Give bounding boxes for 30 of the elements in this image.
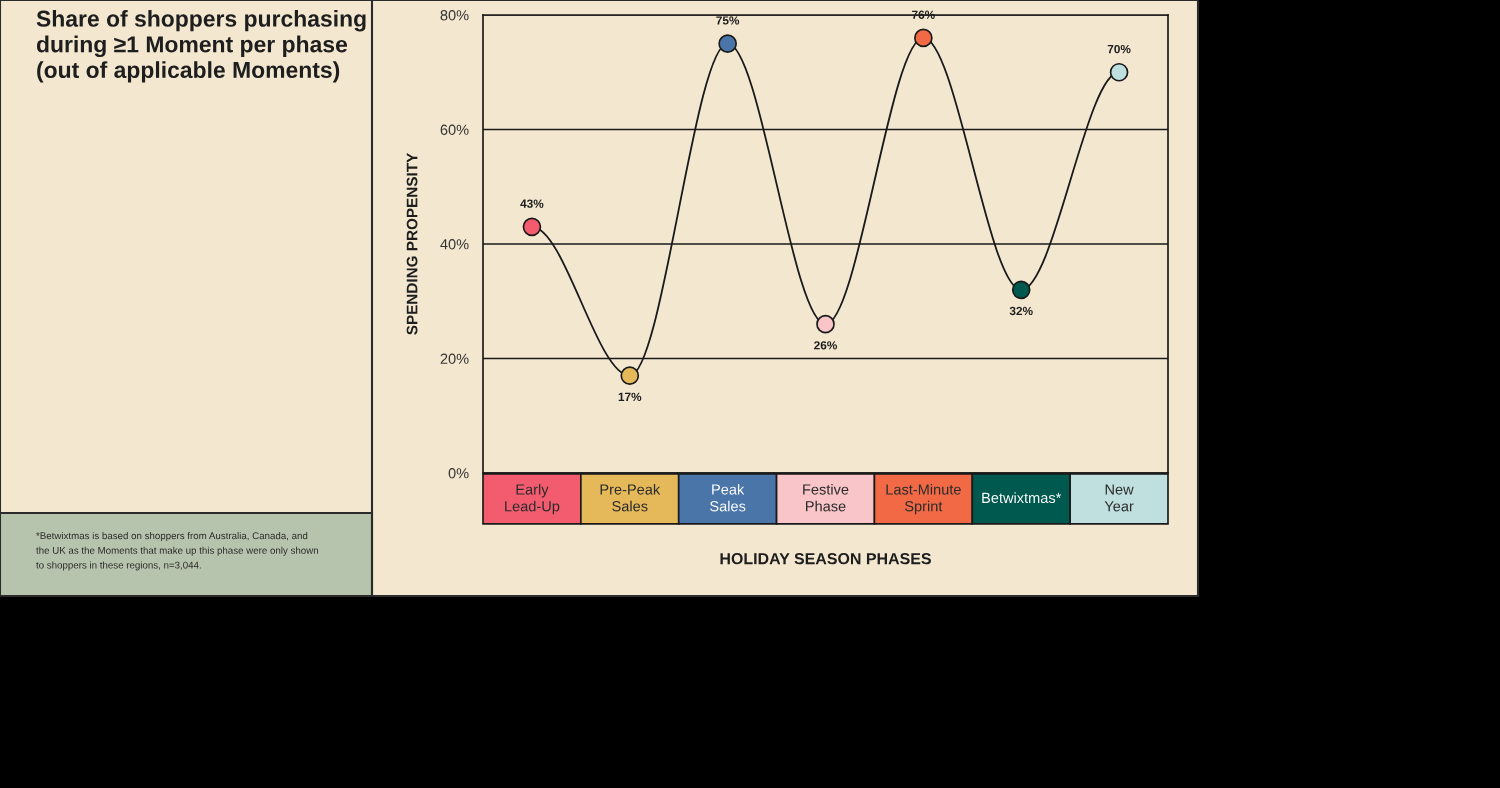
- data-label: 70%: [1107, 44, 1131, 54]
- data-label: 76%: [912, 10, 935, 19]
- point: [718, 34, 737, 53]
- x-tick-label: Festive Phase: [803, 483, 849, 512]
- point: [620, 366, 640, 386]
- point: [522, 217, 542, 237]
- x-tick-label: Last-Minute Sprint: [886, 483, 961, 515]
- y-tick-label: 80%: [440, 10, 469, 21]
- x-tick-label: New Year: [1104, 484, 1134, 512]
- data-label: 17%: [618, 392, 642, 401]
- data-label: 43%: [520, 199, 544, 208]
- text: *Betwixtmas is based on shoppers from Australia, Canada, and the UK as the Moments that make up this phase were only shown to shoppers in these regions, n=3,044.: [36, 532, 318, 571]
- point: [914, 28, 933, 48]
- x-tick-label: Peak Sales: [710, 483, 746, 512]
- point: [1011, 280, 1031, 300]
- y-tick-label: 0%: [448, 468, 469, 479]
- y-tick-label: 60%: [440, 124, 469, 135]
- text: Share of shoppers purchasing during ≥1 Moment per phase (out of applicable Moments): [36, 10, 366, 83]
- point: [1109, 62, 1129, 82]
- x-axis-title: HOLIDAY SEASON PHASES: [720, 553, 931, 565]
- y-tick-label: 40%: [440, 239, 469, 250]
- x-tick-label: Pre-Peak Sales: [600, 483, 661, 512]
- point: [816, 314, 835, 334]
- data-label: 26%: [814, 341, 837, 350]
- x-tick-label: Early Lead-Up: [505, 483, 560, 515]
- data-label: 32%: [1009, 306, 1033, 316]
- data-label: 75%: [716, 16, 740, 25]
- x-tick-label: Betwixtmas*: [982, 492, 1062, 504]
- y-tick-label: 20%: [440, 353, 469, 364]
- y-axis-title: SPENDING PROPENSITY: [406, 152, 418, 335]
